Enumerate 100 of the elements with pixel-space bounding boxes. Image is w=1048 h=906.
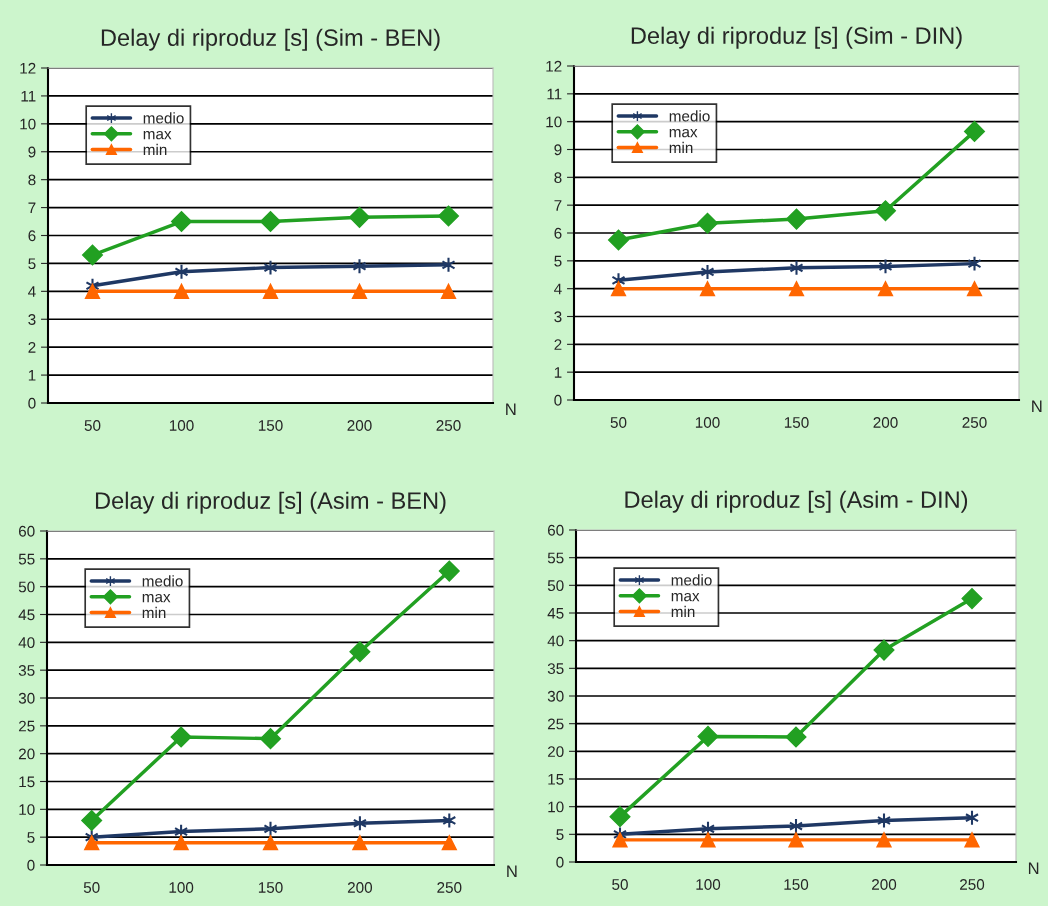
y-tick-label: 0	[556, 856, 564, 868]
legend-label: medio	[143, 112, 184, 124]
point	[259, 211, 282, 233]
y-tick-label: 30	[18, 692, 35, 704]
x-tick-label: 150	[258, 882, 283, 893]
legend-label: max	[669, 128, 698, 138]
y-tick-label: 10	[546, 116, 562, 128]
point	[81, 809, 103, 831]
point	[612, 832, 628, 848]
y-tick-label: 4	[554, 283, 562, 295]
y-tick-label: 5	[556, 829, 564, 841]
point	[873, 639, 895, 661]
point	[966, 281, 983, 297]
y-tick-label: 8	[554, 172, 562, 184]
y-tick-label: 30	[547, 690, 564, 702]
point	[788, 832, 804, 848]
chart-title: Delay di riproduz [s] (Sim - BEN)	[101, 28, 440, 51]
point	[441, 256, 456, 273]
y-tick-label: 20	[547, 746, 564, 758]
x-tick-label: 250	[962, 417, 987, 428]
point	[259, 728, 282, 750]
x-tick-label: 50	[83, 882, 100, 893]
point	[81, 244, 104, 266]
y-tick-label: 11	[547, 88, 562, 100]
point	[878, 258, 893, 275]
y-tick-label: 3	[28, 314, 36, 325]
x-tick-label: 150	[784, 417, 809, 428]
legend-label: min	[143, 143, 167, 155]
y-tick-label: 2	[28, 342, 36, 353]
x-tick-label: 50	[610, 417, 627, 428]
point	[348, 206, 371, 228]
point	[263, 259, 278, 276]
y-tick-label: 9	[28, 146, 36, 158]
point	[697, 725, 719, 747]
point	[963, 120, 986, 142]
point	[351, 283, 368, 299]
y-tick-label: 45	[18, 609, 35, 621]
y-tick-label: 20	[18, 748, 35, 760]
y-tick-label: 10	[548, 801, 564, 813]
y-tick-label: 4	[28, 286, 36, 297]
chart-title: Delay di riproduz [s] (Sim - DIN)	[631, 26, 962, 49]
point	[788, 281, 805, 297]
point	[262, 283, 279, 299]
y-tick-label: 15	[548, 774, 564, 785]
x-axis-title: N	[1032, 400, 1042, 413]
y-tick-label: 2	[554, 339, 562, 350]
x-tick-label: 250	[436, 420, 461, 431]
y-tick-label: 50	[547, 580, 564, 592]
point	[352, 835, 368, 851]
point	[789, 259, 804, 276]
legend-label: min	[671, 605, 695, 617]
y-tick-label: 10	[19, 804, 35, 816]
y-tick-label: 7	[554, 200, 562, 211]
y-tick-label: 5	[554, 255, 562, 267]
point	[700, 832, 716, 848]
point	[876, 832, 892, 848]
point	[700, 263, 715, 280]
x-tick-label: 150	[258, 420, 283, 431]
x-tick-label: 200	[347, 420, 372, 431]
x-tick-label: 200	[872, 879, 897, 890]
point	[84, 835, 100, 851]
y-tick-label: 15	[19, 776, 35, 788]
y-tick-label: 7	[28, 202, 36, 214]
point	[349, 641, 371, 663]
y-tick-label: 3	[554, 311, 562, 323]
x-tick-label: 100	[169, 420, 194, 431]
y-tick-label: 12	[546, 60, 562, 72]
y-tick-label: 11	[21, 90, 36, 102]
y-tick-label: 50	[18, 581, 35, 593]
point	[262, 835, 279, 851]
point	[438, 560, 460, 582]
chart-title: Delay di riproduz [s] (Asim - DIN)	[625, 490, 968, 513]
x-tick-label: 250	[437, 882, 462, 893]
point	[696, 212, 719, 234]
point	[785, 726, 807, 748]
point	[263, 820, 278, 837]
y-tick-label: 12	[20, 62, 36, 74]
y-tick-label: 60	[547, 524, 564, 536]
y-tick-label: 5	[28, 258, 36, 270]
point	[437, 205, 460, 227]
y-tick-label: 45	[547, 608, 564, 619]
point	[173, 283, 190, 299]
point	[84, 283, 101, 299]
legend-label: min	[669, 141, 693, 153]
legend-label: max	[671, 592, 700, 602]
y-tick-label: 8	[28, 174, 36, 186]
y-tick-label: 5	[27, 832, 35, 843]
point	[874, 200, 897, 222]
y-tick-label: 6	[554, 227, 562, 239]
legend-label: medio	[142, 575, 183, 587]
y-tick-label: 25	[547, 718, 564, 730]
point	[441, 835, 457, 851]
point	[785, 208, 808, 230]
y-tick-label: 1	[28, 370, 36, 381]
legend-label: medio	[671, 574, 712, 586]
point	[352, 258, 367, 275]
point	[961, 588, 983, 610]
legend-label: max	[142, 593, 171, 603]
y-tick-label: 35	[547, 663, 564, 675]
y-tick-label: 6	[28, 230, 36, 242]
